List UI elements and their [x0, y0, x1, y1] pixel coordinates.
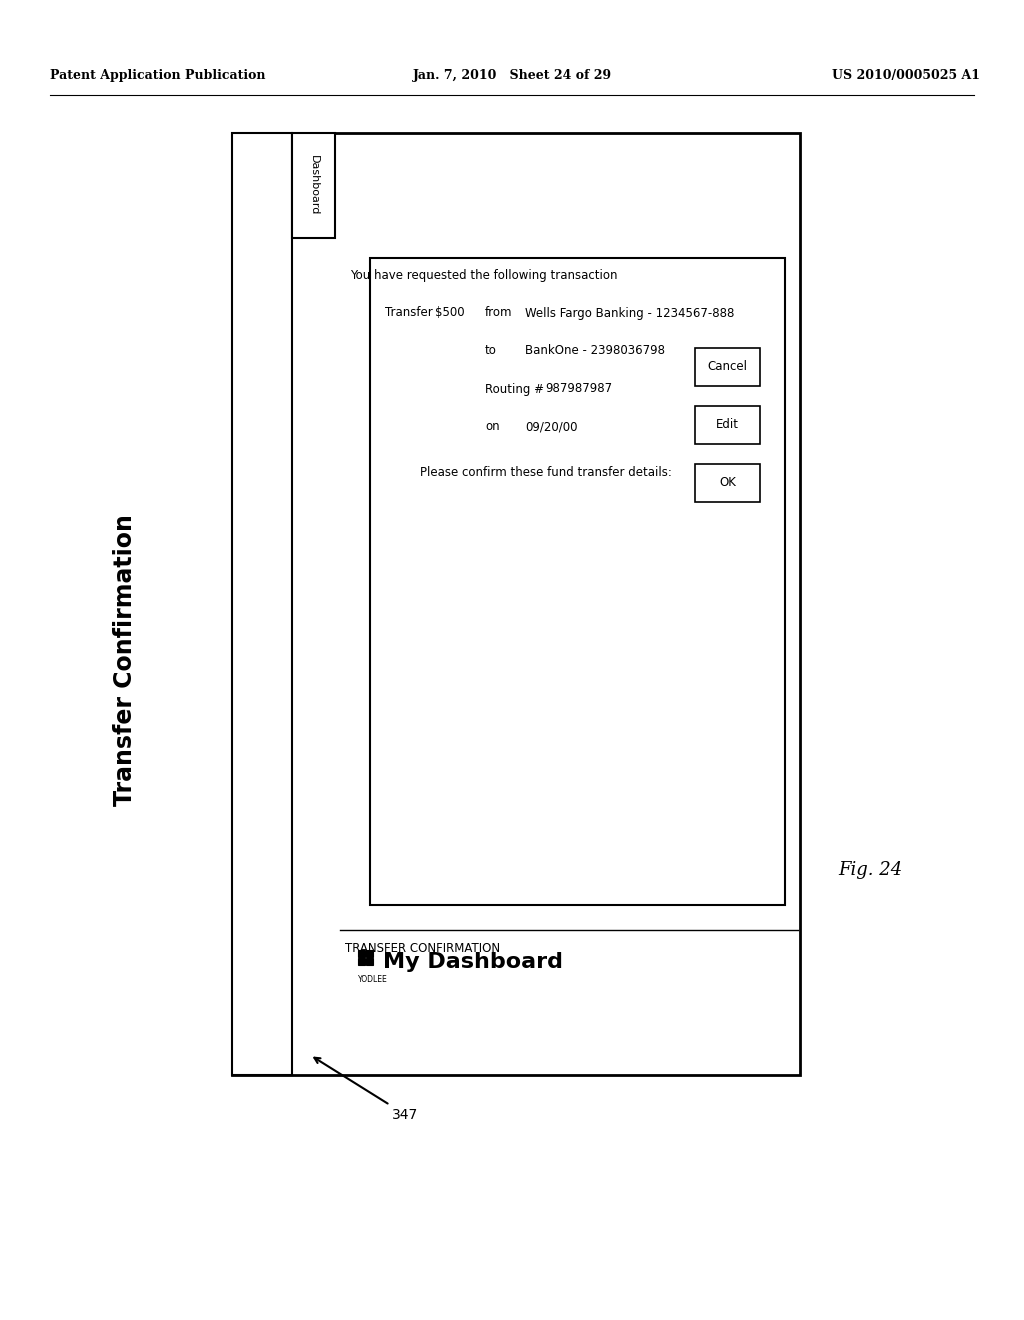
Text: from: from [485, 306, 512, 319]
Text: YODLEE: YODLEE [358, 975, 388, 985]
Text: My Dashboard: My Dashboard [383, 952, 563, 972]
Text: Transfer Confirmation: Transfer Confirmation [113, 513, 137, 807]
Bar [358, 958, 365, 965]
Bar [358, 950, 365, 957]
Bar [695, 465, 760, 502]
Text: TRANSFER CONFIRMATION: TRANSFER CONFIRMATION [345, 941, 500, 954]
Text: Jan. 7, 2010   Sheet 24 of 29: Jan. 7, 2010 Sheet 24 of 29 [413, 69, 611, 82]
Text: Transfer: Transfer [385, 306, 433, 319]
Bar [366, 950, 373, 957]
Text: You have requested the following transaction: You have requested the following transac… [350, 269, 617, 282]
Text: US 2010/0005025 A1: US 2010/0005025 A1 [831, 69, 980, 82]
Text: on: on [485, 421, 500, 433]
Bar [366, 958, 373, 965]
Text: Fig. 24: Fig. 24 [838, 861, 902, 879]
Text: BankOne - 2398036798: BankOne - 2398036798 [525, 345, 665, 358]
Text: Cancel: Cancel [708, 360, 748, 374]
Text: 09/20/00: 09/20/00 [525, 421, 578, 433]
Text: Edit: Edit [716, 418, 739, 432]
Bar [232, 133, 292, 1074]
Text: Patent Application Publication: Patent Application Publication [50, 69, 265, 82]
Text: 987987987: 987987987 [545, 383, 612, 396]
Text: Routing #: Routing # [485, 383, 544, 396]
Text: OK: OK [719, 477, 736, 490]
Text: Wells Fargo Banking - 1234567-888: Wells Fargo Banking - 1234567-888 [525, 306, 734, 319]
Bar [232, 133, 800, 1074]
Text: $500: $500 [435, 306, 465, 319]
Bar [695, 407, 760, 444]
Text: Please confirm these fund transfer details:: Please confirm these fund transfer detai… [420, 466, 672, 479]
Text: to: to [485, 345, 497, 358]
Bar [292, 133, 335, 238]
Bar [370, 257, 785, 906]
Bar [695, 348, 760, 385]
Text: Dashboard: Dashboard [308, 156, 318, 215]
Text: 347: 347 [392, 1107, 418, 1122]
